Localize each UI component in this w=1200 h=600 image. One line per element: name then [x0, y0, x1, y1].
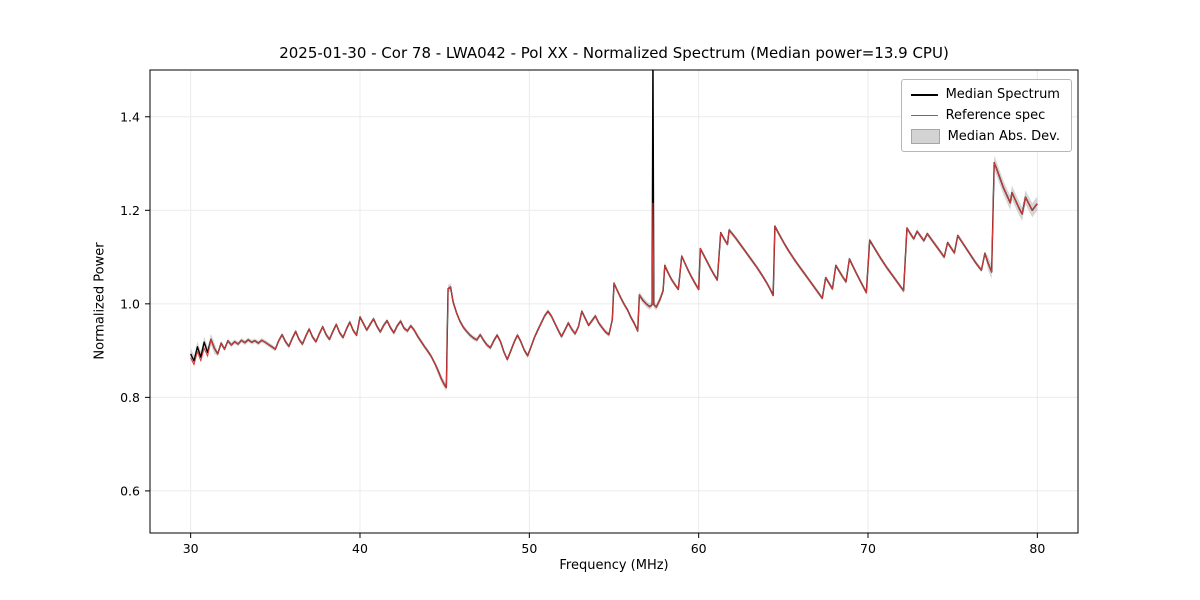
reference-spectrum-line [190, 162, 1038, 389]
tick-labels: 30 40 50 60 70 80 0.6 0.8 1.0 1.2 1.4 [120, 109, 1045, 556]
legend-label-reference: Reference spec [945, 108, 1046, 123]
legend: Median Spectrum Reference spec Median Ab… [900, 79, 1072, 152]
svg-text:0.6: 0.6 [120, 483, 140, 498]
axes-frame [149, 69, 1079, 534]
svg-text:0.8: 0.8 [120, 390, 140, 405]
legend-label-median: Median Spectrum [945, 87, 1060, 102]
chart-title: 2025-01-30 - Cor 78 - LWA042 - Pol XX - … [279, 44, 949, 62]
legend-entry-reference: Reference spec [910, 108, 1060, 123]
svg-text:1.2: 1.2 [120, 203, 140, 218]
svg-text:50: 50 [521, 541, 537, 556]
x-axis-label: Frequency (MHz) [559, 558, 669, 573]
legend-entry-mad: Median Abs. Dev. [910, 129, 1060, 144]
svg-text:80: 80 [1029, 541, 1045, 556]
svg-text:30: 30 [183, 541, 199, 556]
svg-text:40: 40 [352, 541, 368, 556]
grid-lines [150, 70, 1078, 533]
svg-text:70: 70 [860, 541, 876, 556]
svg-text:60: 60 [691, 541, 707, 556]
median-line-swatch [910, 93, 938, 96]
mad-patch-swatch [910, 129, 940, 144]
legend-label-mad: Median Abs. Dev. [947, 129, 1060, 144]
svg-text:1.4: 1.4 [120, 109, 140, 124]
legend-entry-median: Median Spectrum [910, 87, 1060, 102]
svg-text:1.0: 1.0 [120, 296, 140, 311]
reference-line-swatch [910, 114, 938, 117]
tick-marks [145, 116, 1038, 538]
